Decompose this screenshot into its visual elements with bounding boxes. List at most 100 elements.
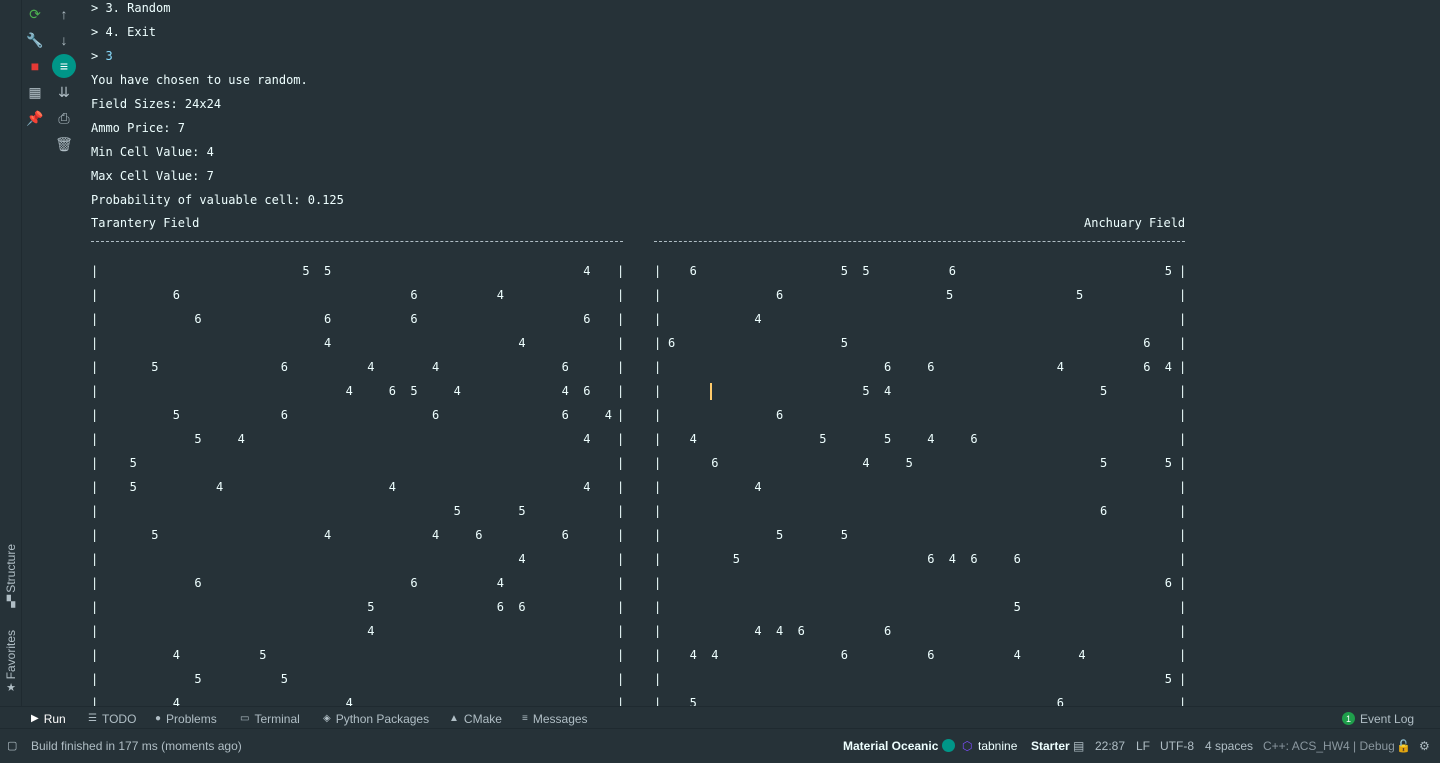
anchuary-left-border: | <box>654 528 662 542</box>
anchuary-left-border: | <box>654 480 662 494</box>
tarantery-cell: 6 <box>561 408 569 422</box>
anchuary-cell: 4 <box>776 624 784 638</box>
tarantery-left-border: | <box>91 456 99 470</box>
anchuary-cell: 6 <box>927 552 935 566</box>
anchuary-left-border: | <box>654 696 662 706</box>
tarantery-left-border: | <box>91 552 99 566</box>
tarantery-cell: 6 <box>194 312 202 326</box>
tarantery-cell: 6 <box>410 288 418 302</box>
tarantery-right-border: | <box>617 696 625 706</box>
tarantery-cell: 5 <box>151 360 159 374</box>
scroll-to-end-icon[interactable]: ⇊ <box>58 83 70 100</box>
trash-icon[interactable]: 🗑 <box>55 135 73 152</box>
structure-icon: ▚ <box>6 595 16 608</box>
tarantery-cell: 4 <box>345 696 353 706</box>
tarantery-right-border: | <box>617 312 625 326</box>
tab-problems[interactable]: ● Problems <box>155 710 217 727</box>
tarantery-cell: 5 <box>129 456 137 470</box>
anchuary-cell: 6 <box>668 336 676 350</box>
tarantery-cell: 5 <box>410 384 418 398</box>
rerun-icon[interactable]: ⟳ <box>29 5 41 22</box>
tabnine-logo-icon: ⬡ <box>962 739 973 753</box>
tab-python-packages-label: Python Packages <box>335 711 430 726</box>
tabnine-plan[interactable]: Starter <box>1031 739 1070 753</box>
anchuary-left-border: | <box>654 312 662 326</box>
tarantery-left-border: | <box>91 624 99 638</box>
tarantery-right-border: | <box>617 576 625 590</box>
anchuary-cell: 6 <box>927 360 935 374</box>
anchuary-cell: 6 <box>948 264 957 278</box>
event-log-button[interactable]: 1 Event Log <box>1342 710 1414 727</box>
anchuary-left-border: | <box>654 264 662 278</box>
messages-icon: ≡ <box>522 713 528 724</box>
settings-icon[interactable]: ⚙ <box>1419 739 1430 753</box>
tarantery-cell: 5 <box>453 504 461 518</box>
anchuary-cell: 6 <box>1164 576 1173 590</box>
tarantery-cell: 4 <box>367 624 375 638</box>
tab-cmake[interactable]: ▲ CMake <box>449 710 502 727</box>
tarantery-left-border: | <box>91 312 99 326</box>
star-icon: ★ <box>6 682 16 695</box>
indent-setting[interactable]: 4 spaces <box>1205 739 1254 753</box>
anchuary-right-border: | <box>1179 528 1187 542</box>
file-encoding[interactable]: UTF-8 <box>1160 739 1194 753</box>
tarantery-right-border: | <box>617 456 625 470</box>
pin-icon[interactable]: 📌 <box>26 109 44 126</box>
anchuary-right-border: | <box>1179 456 1187 470</box>
tab-python-packages[interactable]: ◈ Python Packages <box>323 710 429 727</box>
anchuary-cell: 6 <box>840 648 849 662</box>
tab-messages-label: Messages <box>532 711 588 726</box>
line-separator[interactable]: LF <box>1136 739 1151 753</box>
layout-icon[interactable]: ▦ <box>28 83 42 100</box>
panel-toggle-icon[interactable]: ▢ <box>7 740 18 752</box>
tabnine-label[interactable]: tabnine <box>978 739 1018 753</box>
favorites-tab[interactable]: Favorites ★ <box>1 630 21 694</box>
anchuary-cell: 6 <box>1143 360 1151 374</box>
anchuary-cell: 5 <box>1164 456 1173 470</box>
print-icon[interactable]: ⎙ <box>58 109 70 126</box>
arrow-up-icon[interactable]: ↑ <box>60 6 68 22</box>
tarantery-left-border: | <box>91 264 99 278</box>
lock-icon[interactable]: 🔓 <box>1396 739 1411 753</box>
memory-icon[interactable]: ▤ <box>1073 739 1085 753</box>
anchuary-left-border: | <box>654 576 662 590</box>
anchuary-left-border: | <box>654 288 662 302</box>
anchuary-cell: 5 <box>946 288 954 302</box>
tarantery-right-border: | <box>617 264 625 278</box>
theme-dot-icon <box>942 739 955 752</box>
build-context[interactable]: C++: ACS_HW4 | Debug <box>1263 739 1395 753</box>
anchuary-cell: 6 <box>970 432 978 446</box>
arrow-down-icon[interactable]: ↓ <box>60 32 68 48</box>
tarantery-cell: 5 <box>172 408 181 422</box>
tarantery-cell: 6 <box>475 528 483 542</box>
anchuary-cell: 5 <box>884 432 892 446</box>
stop-icon[interactable]: ■ <box>30 58 40 74</box>
theme-name[interactable]: Material Oceanic <box>843 739 939 753</box>
build-status-message[interactable]: Build finished in 177 ms (moments ago) <box>31 739 242 753</box>
tab-messages[interactable]: ≡ Messages <box>522 710 588 727</box>
run-console[interactable]: Tarantery Field Anchuary Field > 3. Rand… <box>91 0 1440 706</box>
anchuary-right-border: | <box>1179 672 1187 686</box>
tab-run-label: Run <box>43 711 66 726</box>
cursor-position[interactable]: 22:87 <box>1095 739 1126 753</box>
run-toolbar-primary: ⟳ 🔧 ■ ▦ 📌 <box>22 2 48 132</box>
wrench-icon[interactable]: 🔧 <box>26 31 44 48</box>
right-field-title: Anchuary Field <box>1084 216 1186 230</box>
structure-tab[interactable]: Structure ▚ <box>1 544 21 608</box>
tab-terminal[interactable]: ▭ Terminal <box>240 710 300 727</box>
console-line: > 4. Exit <box>91 25 157 39</box>
tool-window-bar: 1 Event Log ▶ Run ☰ TODO ● Problems ▭ Terminal ◈… <box>0 706 1440 728</box>
tab-todo[interactable]: ☰ TODO <box>88 710 136 727</box>
tarantery-cell: 5 <box>518 504 526 518</box>
tarantery-right-border: | <box>617 288 625 302</box>
tarantery-cell: 6 <box>561 528 569 542</box>
tab-run[interactable]: ▶ Run <box>31 710 66 727</box>
anchuary-right-border: | <box>1179 696 1187 706</box>
anchuary-cell: 4 <box>862 456 870 470</box>
anchuary-cell: 4 <box>754 312 762 326</box>
soft-wrap-icon[interactable]: ≡ <box>52 54 76 78</box>
anchuary-right-border: | <box>1179 600 1187 614</box>
python-packages-icon: ◈ <box>323 713 331 724</box>
tarantery-left-border: | <box>91 672 99 686</box>
tarantery-cell: 5 <box>302 264 310 278</box>
